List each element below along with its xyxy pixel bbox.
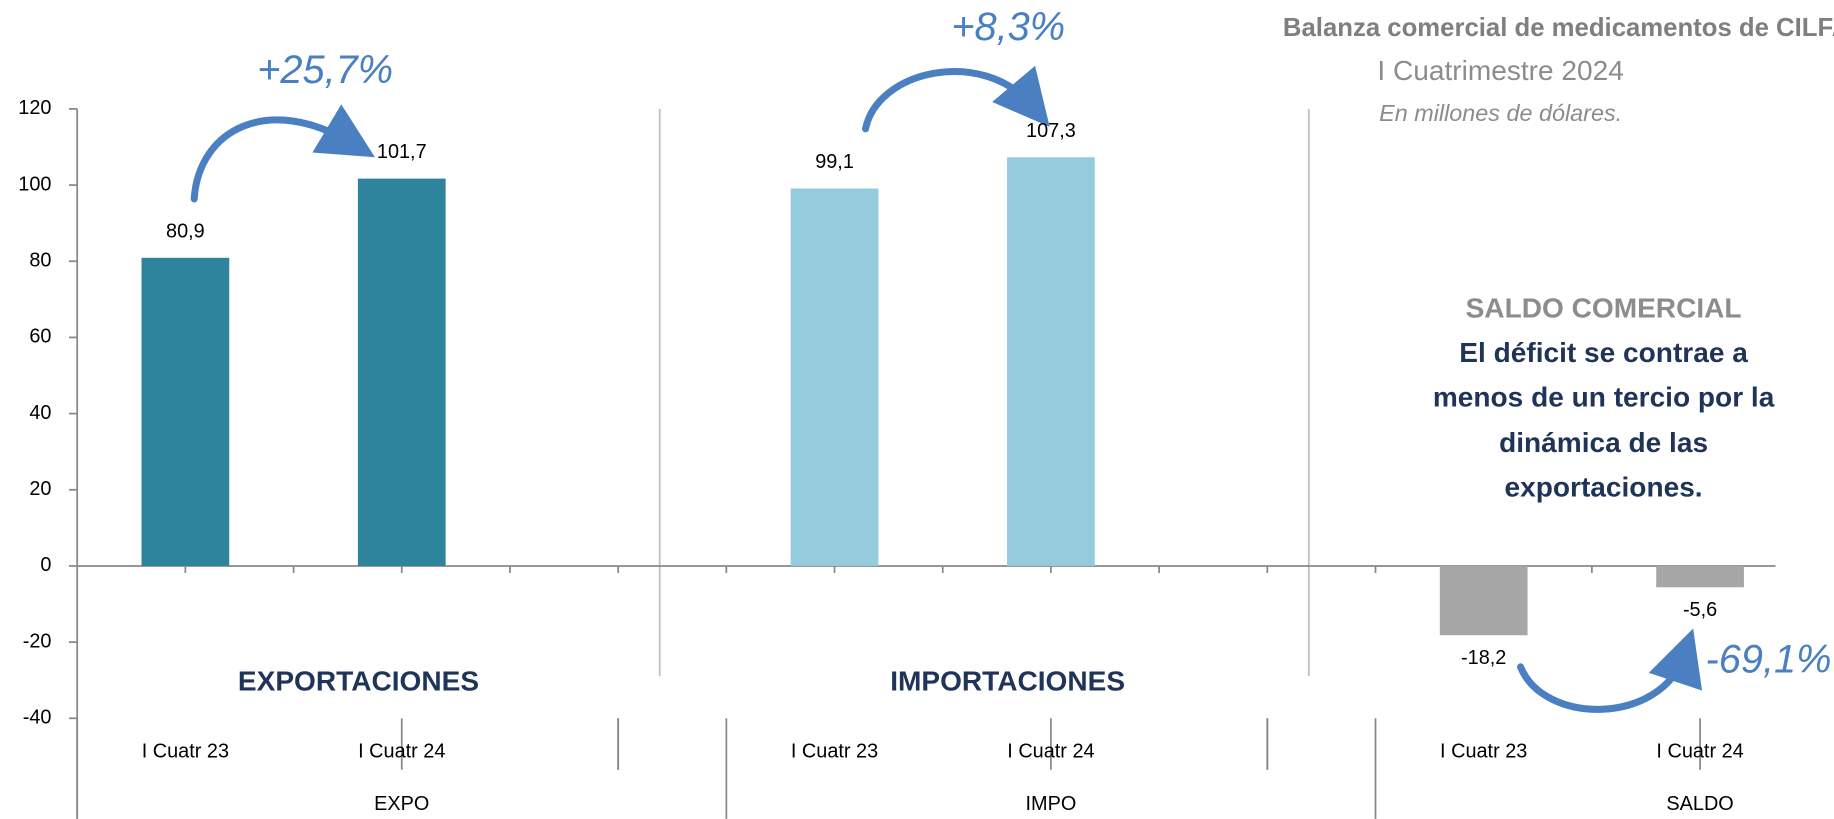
separators: [658, 108, 1310, 677]
bar: [1439, 565, 1528, 636]
x-tick-label: I Cuatr 24: [358, 740, 445, 762]
arrow: [1517, 628, 1702, 713]
bar: [141, 257, 230, 566]
box-title: SALDO COMERCIAL: [1466, 293, 1742, 324]
group-label: EXPO: [374, 793, 429, 815]
y-tick-label: -20: [23, 630, 52, 652]
x-tick-label: I Cuatr 23: [1440, 740, 1527, 762]
value-label: -18,2: [1461, 647, 1506, 669]
box-line: exportaciones.: [1505, 471, 1703, 502]
box-line: El déficit se contrae a: [1459, 337, 1748, 368]
arrows: [190, 65, 1702, 713]
y-tick-label: 40: [29, 402, 51, 424]
value-label: 80,9: [166, 220, 205, 242]
arrow: [190, 104, 375, 203]
box-line: menos de un tercio por la: [1433, 381, 1775, 412]
bar: [790, 188, 879, 566]
y-tick-label: 0: [40, 554, 51, 576]
group-label: SALDO: [1666, 793, 1733, 815]
chart-title: Balanza comercial de medicamentos de CIL…: [1283, 14, 1834, 42]
bar: [1007, 157, 1095, 566]
x-tick-label: I Cuatr 24: [1656, 740, 1743, 762]
change-label: -69,1%: [1706, 638, 1832, 682]
change-label: +25,7%: [257, 48, 393, 92]
y-tick-label: 20: [29, 478, 51, 500]
x-tick-label: I Cuatr 23: [791, 740, 878, 762]
value-label: 99,1: [815, 151, 854, 173]
y-tick-label: 80: [29, 249, 51, 271]
subtitle: I Cuatrimestre 2024: [1377, 55, 1623, 86]
group-label: IMPO: [1026, 793, 1077, 815]
value-label: 101,7: [377, 141, 427, 163]
y-tick-label: 60: [29, 326, 51, 348]
note: En millones de dólares.: [1379, 100, 1622, 126]
box-text: El déficit se contrae a menos de un terc…: [1433, 337, 1775, 503]
value-label: 107,3: [1026, 120, 1076, 142]
box-line: dinámica de las: [1499, 427, 1708, 458]
group-title: IMPORTACIONES: [890, 666, 1125, 697]
value-label: -5,6: [1683, 599, 1717, 621]
y-tick-label: 120: [18, 97, 51, 119]
x-tick-label: I Cuatr 24: [1007, 740, 1094, 762]
change-label: +8,3%: [951, 5, 1065, 49]
y-tick-label: 100: [18, 173, 51, 195]
y-tick-label: -40: [23, 707, 52, 729]
group-title: EXPORTACIONES: [238, 666, 479, 697]
bar: [1656, 565, 1744, 588]
bar: [357, 178, 446, 566]
x-tick-label: I Cuatr 23: [142, 740, 229, 762]
arrow: [862, 65, 1050, 133]
